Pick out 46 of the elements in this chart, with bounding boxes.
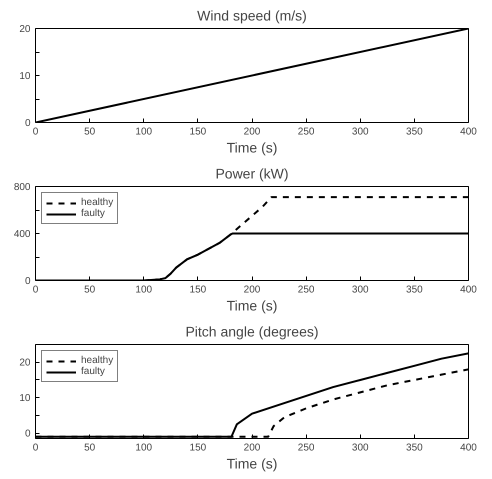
x-tick-label: 100: [135, 442, 153, 454]
y-tick-label: 0: [24, 276, 31, 287]
y-tick-label: 20: [19, 358, 31, 369]
y-tick-label: 0: [24, 428, 31, 440]
y-tick-label: 0: [24, 118, 31, 129]
x-tick-label: 50: [84, 442, 96, 454]
legend-label: healthy: [81, 197, 114, 208]
x-tick-label: 100: [135, 126, 153, 138]
x-tick-label: 300: [352, 284, 370, 296]
legend-label: faulty: [81, 208, 105, 219]
x-tick-label: 100: [135, 284, 153, 296]
x-tick-label: 300: [352, 126, 370, 138]
x-tick-label: 350: [406, 126, 424, 138]
x-tick-label: 0: [32, 284, 39, 296]
x-tick-label: 400: [460, 284, 478, 296]
x-tick-label: 200: [244, 442, 261, 454]
x-tick-label: 50: [84, 284, 96, 296]
x-tick-label: 200: [244, 126, 261, 138]
legend-label: healthy: [81, 355, 114, 366]
y-tick-label: 10: [19, 393, 31, 404]
x-axis-title: Time (s): [226, 456, 278, 472]
y-tick-label: 10: [19, 71, 31, 82]
x-tick-label: 150: [190, 442, 207, 454]
chart-title: Pitch angle (degrees): [185, 324, 319, 340]
x-tick-label: 250: [298, 126, 315, 138]
x-tick-label: 150: [190, 284, 207, 296]
y-tick-label: 20: [19, 24, 31, 35]
x-tick-label: 150: [190, 126, 207, 138]
x-tick-label: 250: [298, 442, 315, 454]
x-tick-label: 300: [352, 442, 370, 454]
legend-label: faulty: [81, 366, 105, 377]
x-tick-label: 400: [460, 126, 478, 138]
chart-title: Wind speed (m/s): [197, 8, 307, 24]
x-tick-label: 350: [406, 442, 424, 454]
x-tick-label: 250: [298, 284, 315, 296]
x-tick-label: 0: [32, 126, 39, 138]
x-tick-label: 400: [460, 442, 478, 454]
x-tick-label: 350: [406, 284, 424, 296]
x-tick-label: 0: [32, 442, 39, 454]
y-tick-label: 400: [14, 229, 31, 240]
chart-title: Power (kW): [215, 166, 289, 182]
x-tick-label: 50: [84, 126, 96, 138]
x-axis-title: Time (s): [226, 298, 278, 314]
y-tick-label: 800: [14, 182, 31, 193]
x-axis-title: Time (s): [226, 140, 278, 156]
x-tick-label: 200: [244, 284, 261, 296]
